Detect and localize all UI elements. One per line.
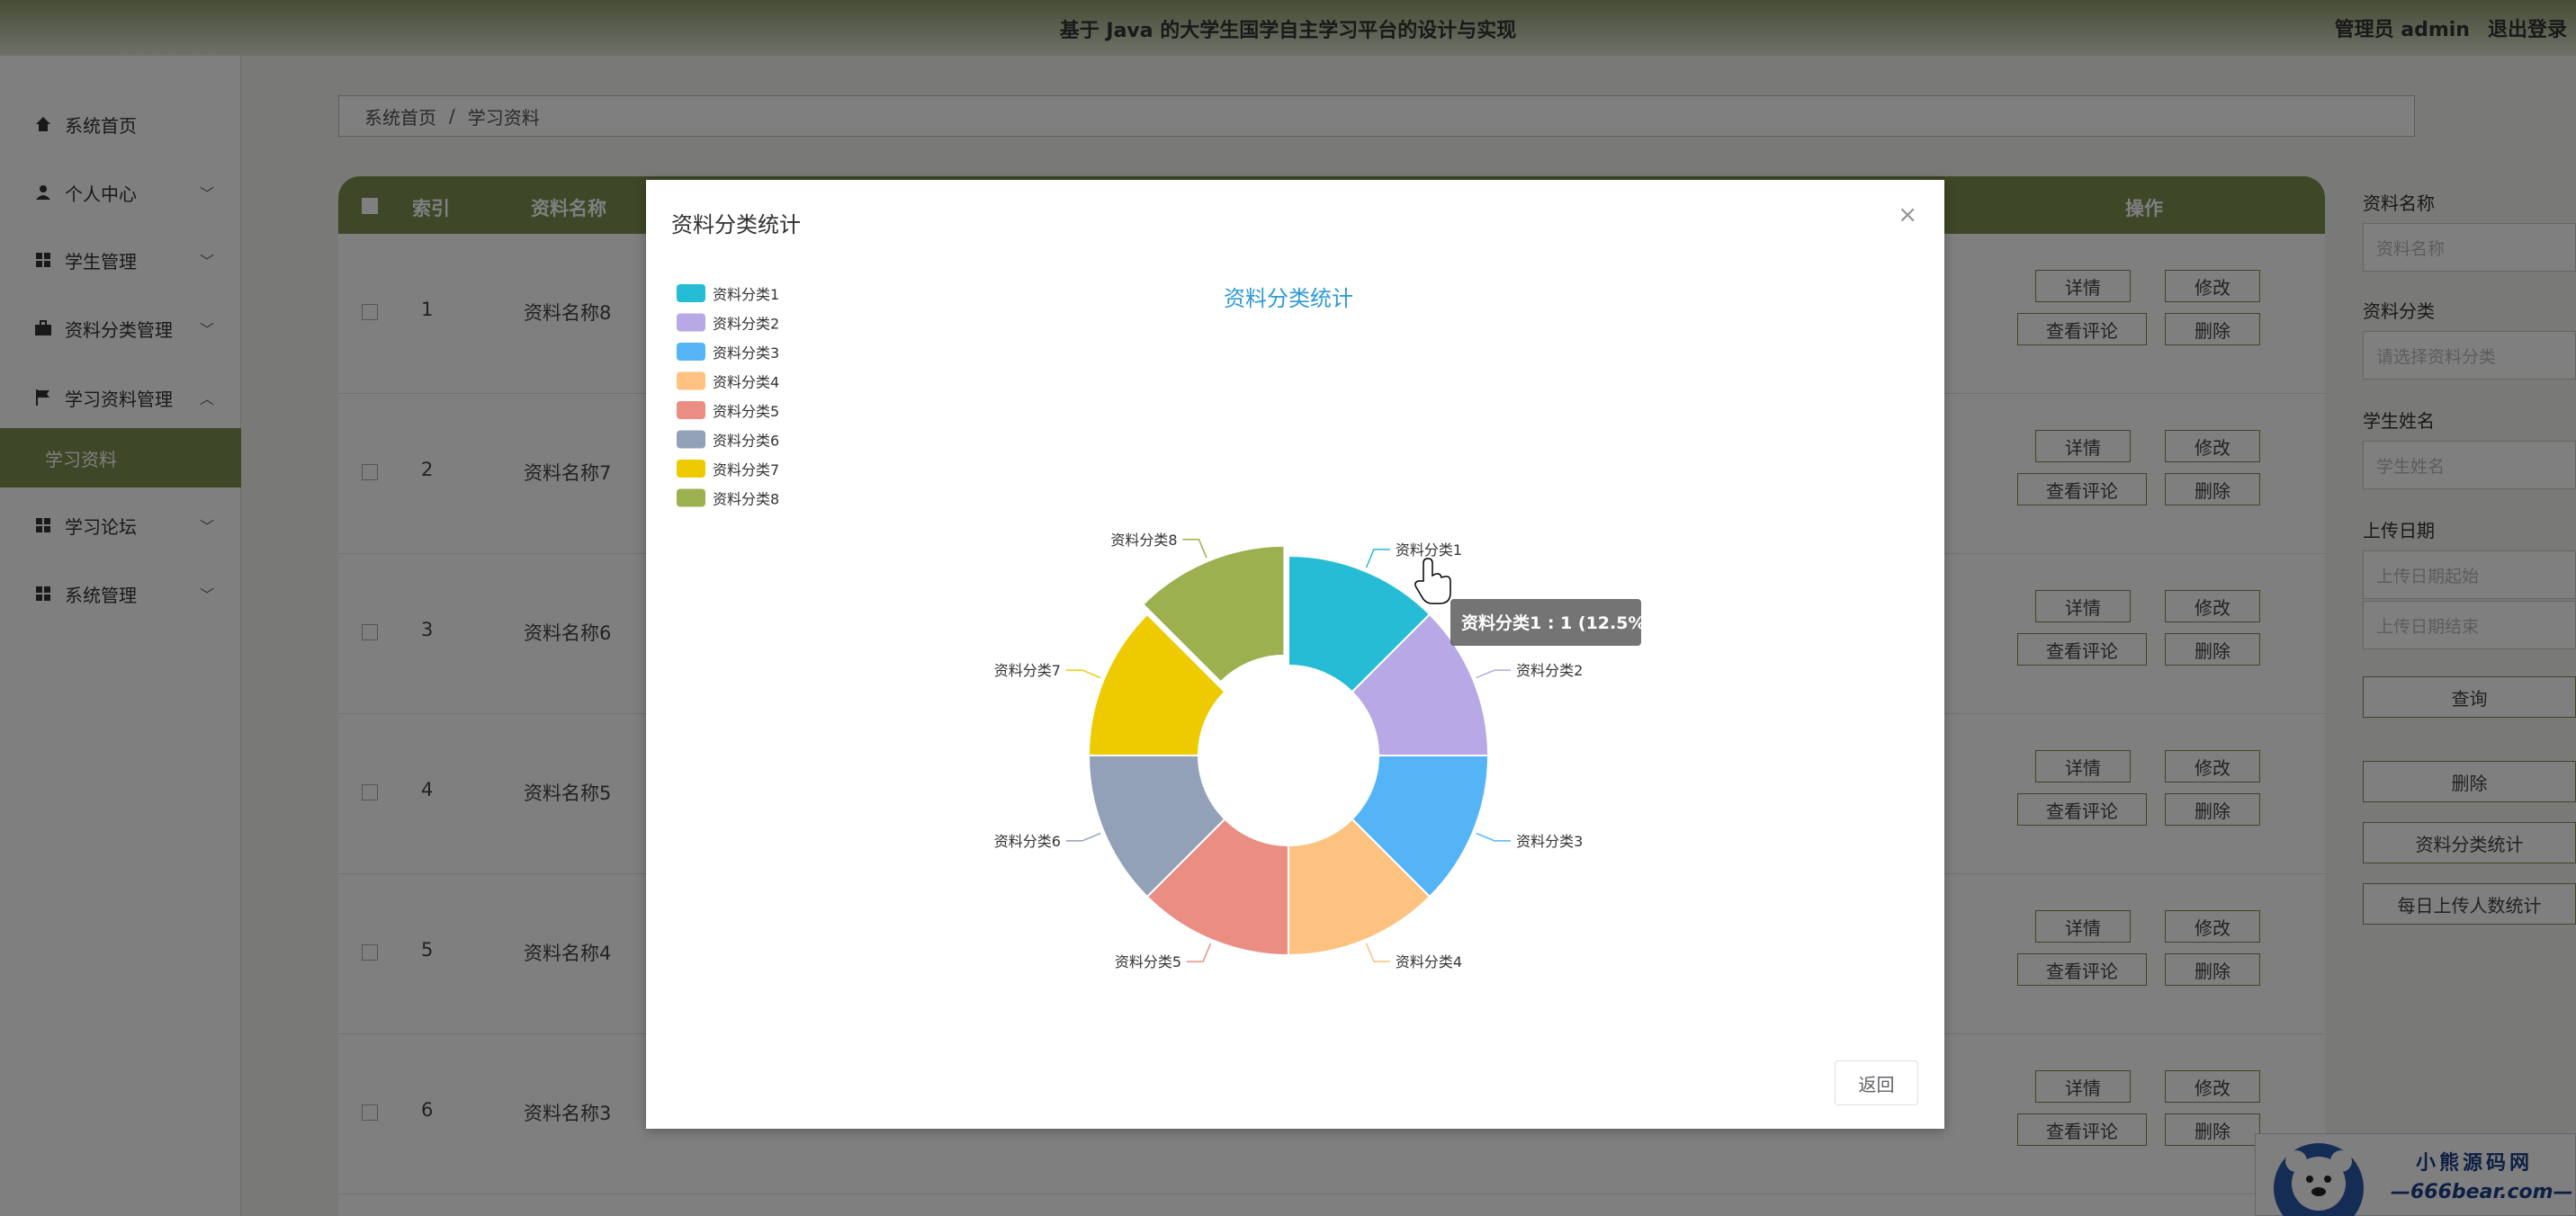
legend-swatch[interactable]: [677, 284, 705, 302]
legend-swatch[interactable]: [677, 371, 705, 390]
legend-label[interactable]: 资料分类6: [713, 433, 779, 450]
pie-slice[interactable]: [1288, 818, 1432, 957]
pie-slice[interactable]: [1351, 612, 1490, 756]
close-icon[interactable]: ×: [1898, 201, 1917, 228]
slice-label: 资料分类6: [994, 833, 1061, 850]
chart-tooltip: [1450, 599, 1641, 646]
slice-label: 资料分类5: [1115, 953, 1181, 970]
legend-label[interactable]: 资料分类7: [713, 461, 779, 478]
legend-label[interactable]: 资料分类2: [713, 316, 779, 333]
slice-label-line: [1065, 832, 1101, 842]
legend-label[interactable]: 资料分类4: [713, 374, 779, 391]
legend-label[interactable]: 资料分类5: [713, 403, 779, 420]
pie-slice[interactable]: [1145, 818, 1289, 957]
legend-swatch[interactable]: [677, 488, 705, 507]
slice-label: 资料分类7: [994, 662, 1061, 679]
chart-title: 资料分类统计: [1224, 286, 1353, 311]
category-stats-dialog: 资料分类统计 × 资料分类统计 资料分类1 资料分类2 资料分类3 资料分类4 资料分类5…: [646, 180, 1944, 1129]
slice-label-line: [1182, 539, 1207, 559]
pie-slice[interactable]: [1087, 755, 1226, 899]
pie-slice[interactable]: [1142, 544, 1286, 684]
pointer-cursor-icon: [1414, 558, 1451, 604]
legend-label[interactable]: 资料分类8: [713, 491, 779, 508]
slice-label-line: [1065, 669, 1101, 679]
pie-slice[interactable]: [1288, 554, 1432, 693]
slice-label: 资料分类1: [1396, 541, 1462, 559]
legend-swatch[interactable]: [677, 343, 705, 361]
slice-label-line: [1365, 943, 1390, 962]
legend-swatch[interactable]: [677, 401, 705, 419]
slice-label-line: [1365, 549, 1390, 568]
legend-swatch[interactable]: [677, 313, 705, 332]
slice-label-line: [1476, 832, 1512, 842]
slice-label: 资料分类4: [1396, 953, 1462, 970]
pie-slice[interactable]: [1087, 612, 1226, 756]
slice-label: 资料分类2: [1516, 662, 1583, 679]
slice-label-line: [1187, 943, 1212, 962]
slice-label: 资料分类3: [1516, 833, 1583, 850]
tooltip-text: 资料分类1 : 1 (12.5%): [1461, 612, 1653, 633]
legend-swatch[interactable]: [677, 430, 705, 449]
legend-label[interactable]: 资料分类3: [713, 344, 779, 362]
back-button[interactable]: 返回: [1835, 1060, 1918, 1105]
slice-label: 资料分类8: [1110, 532, 1177, 549]
legend-label[interactable]: 资料分类1: [713, 286, 779, 303]
pie-slice[interactable]: [1351, 755, 1490, 899]
category-pie-chart: 资料分类统计资料分类1资料分类2资料分类3资料分类4资料分类5资料分类6资料分类…: [677, 284, 1653, 970]
dialog-title: 资料分类统计: [671, 212, 801, 237]
slice-label-line: [1476, 669, 1512, 679]
legend-swatch[interactable]: [677, 460, 705, 478]
